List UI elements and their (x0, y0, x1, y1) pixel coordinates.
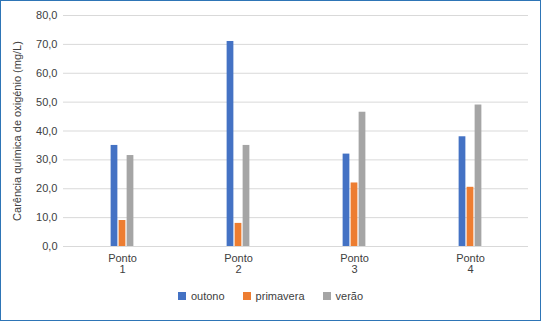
svg-text:30,0: 30,0 (36, 153, 57, 165)
svg-text:20,0: 20,0 (36, 182, 57, 194)
html-text:primavera: primavera (255, 290, 305, 302)
svg-text:80,0: 80,0 (36, 9, 57, 21)
svg-text:Ponto3: Ponto3 (340, 252, 369, 275)
html-text:verão: verão (335, 290, 363, 302)
svg-text:Ponto2: Ponto2 (224, 252, 253, 275)
svg-text:Carência química de oxigénio (: Carência química de oxigénio (mg/L) (11, 41, 23, 221)
html-text:outono: outono (191, 290, 225, 302)
svg-text:40,0: 40,0 (36, 125, 57, 137)
svg-text:Ponto4: Ponto4 (456, 252, 485, 275)
svg-text:10,0: 10,0 (36, 211, 57, 223)
svg-text:Ponto1: Ponto1 (108, 252, 137, 275)
svg-text:0,0: 0,0 (42, 240, 57, 252)
svg-text:50,0: 50,0 (36, 96, 57, 108)
svg-text:70,0: 70,0 (36, 38, 57, 50)
svg-text:60,0: 60,0 (36, 67, 57, 79)
